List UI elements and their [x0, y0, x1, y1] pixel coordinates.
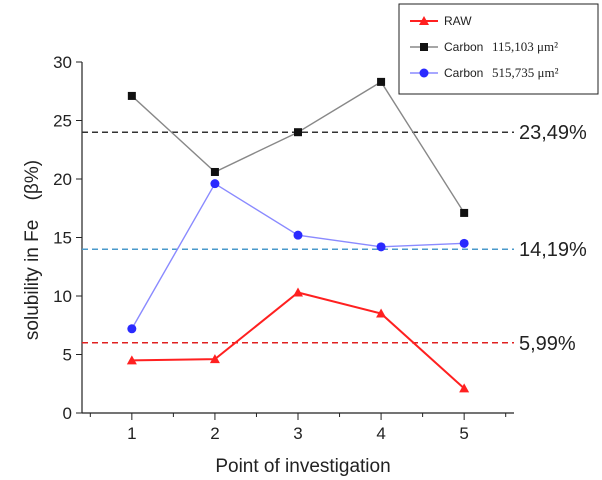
- legend-entry: Carbon 515,735 μm²: [410, 65, 559, 80]
- data-point: [459, 383, 470, 393]
- reference-line-label: 14,19%: [519, 239, 587, 261]
- data-point: [127, 324, 137, 334]
- reference-line-label: 23,49%: [519, 122, 587, 144]
- data-point: [460, 208, 469, 217]
- ticks-layer: 0 5 10 15 20 25 30 1 2 3 4 5: [53, 53, 507, 443]
- y-axis-label-unit: (β%): [22, 160, 43, 200]
- y-tick-label: 20: [53, 170, 72, 189]
- y-tick-label: 5: [63, 346, 72, 365]
- data-point: [209, 354, 220, 364]
- x-tick-label: 2: [210, 424, 219, 443]
- reference-line-label: 5,99%: [519, 333, 576, 355]
- legend-area-label: 515,735 μm²: [492, 65, 559, 80]
- y-axis-label: solubility in Fe (β%): [22, 160, 43, 340]
- legend-label: Carbon: [444, 66, 483, 80]
- series-layer: [126, 77, 470, 393]
- x-tick-label: 3: [293, 424, 302, 443]
- data-point: [127, 91, 136, 100]
- data-point: [459, 238, 469, 248]
- series-line: [131, 80, 465, 214]
- y-tick-label: 15: [53, 229, 72, 248]
- data-point: [376, 308, 387, 318]
- y-tick-label: 25: [53, 112, 72, 131]
- data-point: [294, 128, 302, 137]
- y-tick-label: 0: [63, 404, 72, 423]
- y-tick-label: 30: [53, 53, 72, 72]
- legend-swatch-marker: [420, 43, 428, 51]
- x-tick-label: 4: [376, 424, 385, 443]
- data-point: [293, 230, 303, 240]
- y-axis-label-group: solubility in Fe (β%): [22, 160, 43, 340]
- y-tick-label: 10: [53, 287, 72, 306]
- legend-area-label: 115,103 μm²: [492, 39, 558, 54]
- legend-swatch-marker: [419, 68, 429, 78]
- data-point: [210, 167, 219, 176]
- data-point: [210, 179, 220, 189]
- series-2: [127, 77, 469, 217]
- data-point: [293, 287, 303, 297]
- legend-label: Carbon: [444, 40, 483, 54]
- x-tick-label: 1: [127, 424, 136, 443]
- reference-lines: 23,49% 14,19% 5,99%: [82, 122, 587, 355]
- legend-entry: Carbon 115,103 μm²: [410, 39, 558, 54]
- legend: RAW Carbon 115,103 μm² Carbon 515,735 μm²: [398, 3, 599, 95]
- data-point: [376, 242, 386, 252]
- series-1: [126, 287, 470, 393]
- legend-swatch-marker: [419, 16, 429, 25]
- series-line: [131, 291, 465, 390]
- series-line: [131, 182, 465, 330]
- legend-entry: RAW: [410, 14, 472, 28]
- x-tick-label: 5: [459, 424, 468, 443]
- data-point: [377, 77, 386, 86]
- series-3: [127, 179, 469, 334]
- data-point: [126, 355, 137, 365]
- x-axis-label: Point of investigation: [215, 456, 390, 477]
- legend-label: RAW: [444, 14, 472, 28]
- y-axis-label-text: solubility in Fe: [22, 220, 43, 340]
- legend-box: [398, 3, 599, 95]
